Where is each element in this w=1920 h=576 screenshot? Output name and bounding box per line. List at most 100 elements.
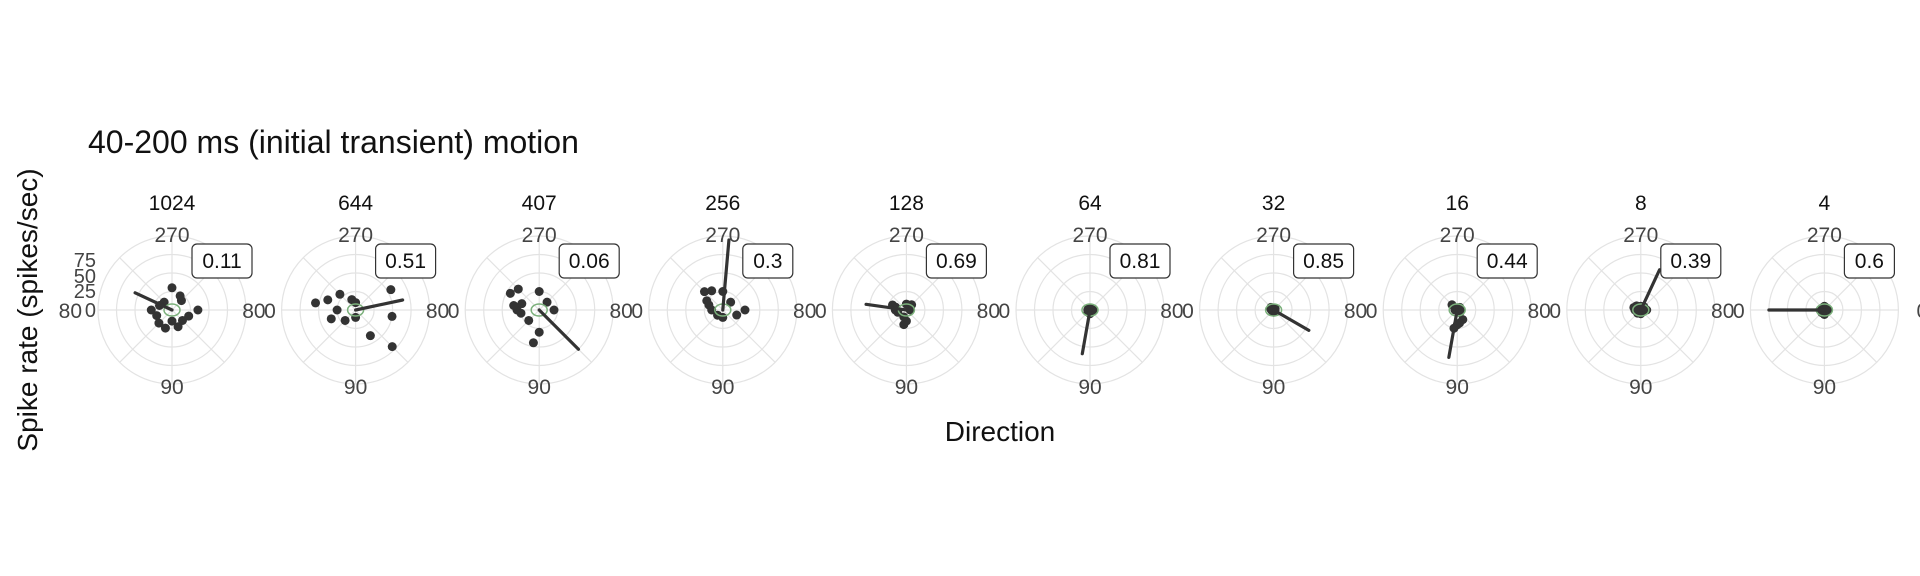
fit-curve: [1264, 303, 1283, 317]
x-axis-label: Direction: [944, 416, 1056, 447]
value-label-box: [191, 243, 253, 279]
grid-spoke: [1588, 309, 1642, 363]
value-label: 0.11: [202, 250, 241, 273]
vector-line: [864, 302, 909, 312]
value-label-box: [1476, 243, 1538, 279]
theta-tick-label: 270: [338, 224, 373, 247]
data-point: [516, 308, 526, 318]
data-point: [707, 286, 717, 296]
data-point: [323, 295, 333, 305]
data-point: [509, 301, 519, 311]
panel-label: 16: [1446, 192, 1469, 215]
data-point: [184, 311, 194, 321]
data-point: [167, 283, 177, 293]
data-point: [707, 305, 717, 315]
grid-spoke: [1220, 309, 1275, 363]
theta-tick-label: 270: [1256, 224, 1291, 247]
theta-tick-label: 270: [705, 224, 740, 247]
panel-label: 32: [1262, 192, 1285, 215]
data-point: [528, 338, 538, 348]
grid-spoke: [302, 257, 357, 311]
theta-tick-label: 270: [1072, 224, 1107, 247]
theta-tick-label: 90: [711, 376, 734, 399]
theta-tick-label: 0: [448, 300, 460, 323]
fit-curve: [530, 303, 548, 317]
value-label-box: [375, 243, 437, 279]
r-tick-label: 25: [74, 281, 96, 303]
grid-spoke: [355, 309, 409, 363]
grid-spoke: [905, 309, 960, 363]
value-label: 0.51: [385, 250, 426, 273]
theta-tick-label: 80: [793, 300, 816, 323]
grid-spoke: [1404, 257, 1458, 311]
theta-tick-label: 90: [895, 376, 918, 399]
data-point: [146, 305, 156, 315]
theta-tick-label: 0: [1366, 300, 1378, 323]
value-label: 0.81: [1120, 250, 1161, 273]
theta-tick-label: 90: [1813, 376, 1836, 399]
r-tick-label: 50: [74, 266, 96, 288]
data-point: [351, 312, 361, 322]
grid-spoke: [1823, 309, 1878, 363]
data-point: [524, 315, 534, 325]
data-point: [732, 310, 742, 320]
value-label: 0.69: [936, 250, 977, 273]
theta-tick-label: 0: [815, 300, 827, 323]
value-label-box: [1109, 243, 1171, 279]
value-label-box: [558, 243, 620, 279]
data-point: [311, 298, 321, 308]
data-point: [386, 285, 396, 295]
data-point: [340, 315, 350, 325]
grid-spoke: [853, 309, 907, 363]
theta-tick-label: 80: [1344, 300, 1367, 323]
theta-tick-label: 270: [1807, 224, 1842, 247]
vector-line: [721, 238, 731, 312]
grid-spoke: [853, 257, 907, 311]
data-point: [177, 315, 187, 325]
panel-label: 8: [1635, 192, 1647, 215]
theta-tick-label: 80: [59, 300, 82, 323]
vector-line: [1080, 308, 1092, 356]
data-point: [726, 297, 736, 307]
fit-curve: [163, 303, 181, 317]
data-point: [332, 305, 342, 315]
grid-spoke: [1588, 257, 1642, 311]
data-point: [517, 299, 527, 309]
theta-tick-label: 90: [1262, 376, 1285, 399]
grid-spoke: [1037, 309, 1091, 363]
value-label-box: [925, 243, 988, 279]
theta-tick-label: 80: [426, 300, 449, 323]
value-label-box: [1660, 243, 1722, 279]
grid-spoke: [1771, 257, 1825, 311]
grid-spoke: [1037, 257, 1091, 311]
data-point: [387, 311, 397, 321]
vector-line: [1639, 268, 1662, 312]
value-label: 0.44: [1487, 250, 1528, 273]
theta-tick-label: 80: [1711, 300, 1734, 323]
grid-spoke: [1771, 309, 1825, 363]
panel-label: 4: [1819, 192, 1831, 215]
value-label-box: [1292, 243, 1355, 279]
data-point: [365, 331, 375, 341]
chart-title: 40-200 ms (initial transient) motion: [88, 124, 579, 160]
grid-spoke: [486, 257, 540, 311]
data-point: [542, 297, 552, 307]
theta-tick-label: 270: [522, 224, 557, 247]
grid-spoke: [1640, 309, 1694, 363]
value-label: 0.85: [1303, 250, 1344, 273]
data-point: [351, 298, 361, 308]
panel-label: 1024: [149, 192, 196, 215]
theta-tick-label: 90: [344, 376, 367, 399]
data-point: [534, 327, 544, 337]
data-point: [154, 318, 164, 328]
grid-spoke: [119, 309, 173, 363]
data-point: [167, 316, 177, 326]
data-point: [175, 291, 185, 301]
vector-line: [354, 298, 405, 312]
grid-spoke: [670, 309, 724, 363]
data-point: [702, 296, 712, 306]
theta-tick-label: 270: [1440, 224, 1475, 247]
theta-tick-label: 80: [1527, 300, 1550, 323]
theta-tick-label: 90: [160, 376, 183, 399]
